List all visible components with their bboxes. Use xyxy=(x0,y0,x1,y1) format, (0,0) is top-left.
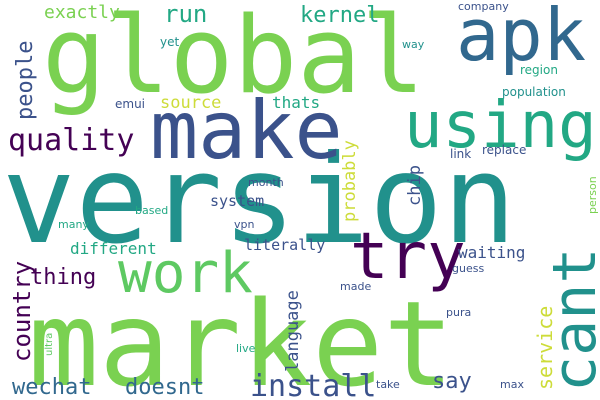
word-chip: chip xyxy=(405,165,425,206)
word-make: make xyxy=(150,84,343,177)
word-made: made xyxy=(340,280,371,293)
word-source: source xyxy=(160,93,221,113)
word-ultra: ultra xyxy=(44,333,55,356)
word-using: using xyxy=(404,89,597,163)
word-quality: quality xyxy=(8,123,134,158)
word-market: market xyxy=(28,275,454,400)
word-company: company xyxy=(458,0,509,13)
word-run: run xyxy=(164,0,207,28)
word-link: link xyxy=(450,147,471,161)
word-service: service xyxy=(533,306,557,390)
word-live: live xyxy=(236,342,256,355)
word-way: way xyxy=(402,38,425,51)
word-person: person xyxy=(586,176,599,214)
word-cant: cant xyxy=(540,248,600,393)
word-doesnt: doesnt xyxy=(125,375,204,400)
word-thats: thats xyxy=(272,93,320,112)
word-try: try xyxy=(350,220,466,294)
word-wechat: wechat xyxy=(12,375,91,400)
word-take: take xyxy=(376,378,400,391)
word-install: install xyxy=(250,369,376,400)
word-country: country xyxy=(8,261,36,362)
word-many: many xyxy=(58,218,89,231)
word-apk: apk xyxy=(456,0,586,77)
word-version: version xyxy=(2,129,516,271)
word-different: different xyxy=(70,239,157,258)
word-yet: yet xyxy=(160,35,179,49)
word-thing: thing xyxy=(30,265,96,290)
word-month: month xyxy=(248,176,284,189)
word-max: max xyxy=(500,378,524,391)
word-vpn: vpn xyxy=(234,218,254,231)
word-global: global xyxy=(42,0,425,117)
word-literally: literally xyxy=(244,236,325,254)
word-waiting: waiting xyxy=(458,243,525,262)
word-guess: guess xyxy=(452,262,484,275)
word-region: region xyxy=(520,63,558,77)
word-exactly: exactly xyxy=(44,2,120,23)
word-pura: pura xyxy=(446,306,471,319)
word-work: work xyxy=(118,241,253,306)
word-emui: emui xyxy=(115,97,145,111)
word-replace: replace xyxy=(482,143,526,157)
word-people: people xyxy=(13,41,38,120)
word-population: population xyxy=(502,85,566,99)
word-based: based xyxy=(135,204,168,217)
word-language: language xyxy=(283,290,303,372)
word-say: say xyxy=(432,369,472,394)
word-probably: probably xyxy=(340,140,360,222)
word-kernel: kernel xyxy=(300,3,379,28)
word-system: system xyxy=(210,192,264,210)
